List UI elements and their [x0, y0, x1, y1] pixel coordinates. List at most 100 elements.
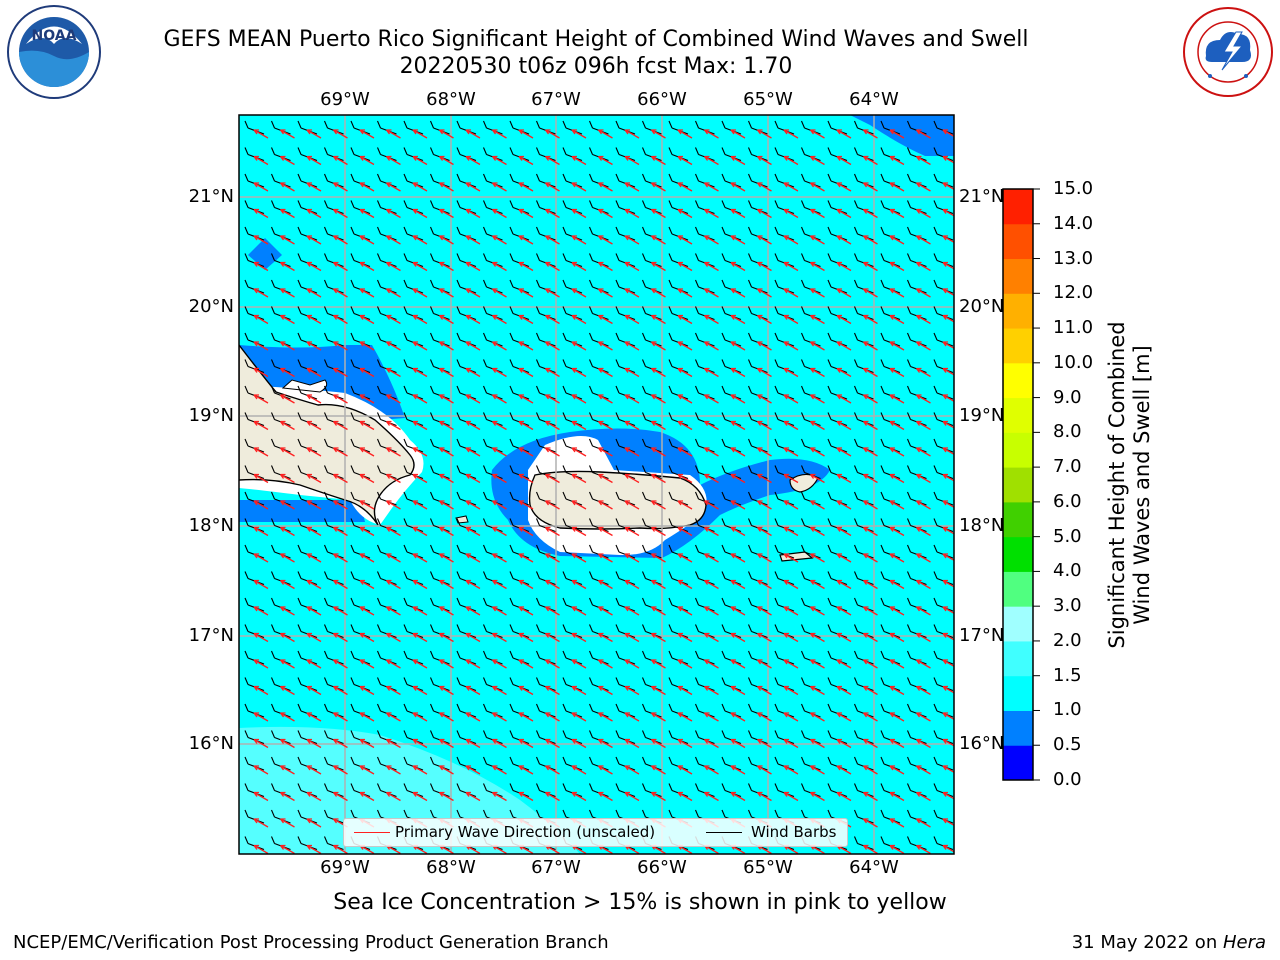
wave-direction-arrow — [279, 155, 295, 166]
wave-direction-arrow — [438, 341, 454, 351]
wave-direction-arrow — [597, 526, 613, 537]
wave-direction-arrow — [756, 155, 772, 166]
wave-direction-arrow — [491, 314, 507, 325]
wave-direction-arrow — [544, 182, 560, 192]
wave-direction-arrow — [915, 235, 931, 245]
wave-direction-arrow — [306, 473, 322, 484]
latitude-label-right: 17°N — [959, 625, 1005, 646]
wave-direction-arrow — [491, 208, 507, 219]
wave-direction-arrow — [862, 818, 878, 828]
wave-direction-arrow — [412, 685, 428, 696]
wave-direction-arrow — [306, 818, 322, 828]
colorbar-segment — [1003, 606, 1033, 642]
wave-direction-arrow — [518, 579, 534, 590]
wave-direction-arrow — [518, 659, 534, 669]
wave-direction-arrow — [438, 367, 454, 378]
colorbar-segment — [1003, 397, 1033, 433]
wave-direction-arrow — [915, 606, 931, 616]
longitude-label-top: 65°W — [743, 89, 793, 110]
wave-direction-arrow — [544, 500, 560, 510]
wave-direction-arrow — [730, 685, 746, 696]
wave-direction-arrow — [332, 447, 348, 457]
wave-direction-arrow — [385, 420, 401, 431]
wave-direction-arrow — [359, 155, 375, 166]
wave-direction-arrow — [279, 632, 295, 643]
wave-direction-arrow — [518, 155, 534, 166]
wave-direction-arrow — [332, 738, 348, 749]
wave-direction-arrow — [889, 473, 905, 484]
wave-direction-arrow — [624, 235, 640, 245]
colorbar-tick-label: 0.0 — [1053, 769, 1082, 790]
wave-direction-arrow — [703, 500, 719, 510]
wave-direction-arrow — [730, 526, 746, 537]
latitude-label-left: 20°N — [188, 296, 234, 317]
wave-direction-arrow — [862, 765, 878, 775]
wave-direction-arrow — [571, 447, 587, 457]
longitude-label-top: 67°W — [531, 89, 581, 110]
wave-direction-arrow — [809, 367, 825, 378]
wave-direction-arrow — [915, 129, 931, 139]
wave-direction-arrow — [412, 261, 428, 272]
wave-direction-arrow — [465, 235, 481, 245]
wave-direction-arrow — [412, 182, 428, 192]
wave-direction-arrow — [756, 129, 772, 139]
wave-direction-arrow — [889, 791, 905, 802]
wave-direction-arrow — [571, 500, 587, 510]
wave-direction-arrow — [809, 473, 825, 484]
wave-direction-arrow — [571, 606, 587, 616]
wave-direction-arrow — [385, 712, 401, 722]
wave-direction-arrow — [438, 791, 454, 802]
colorbar-tick-label: 6.0 — [1053, 490, 1082, 512]
wave-direction-arrow — [571, 526, 587, 537]
wave-direction-arrow — [730, 155, 746, 166]
colorbar-tick-label: 3.0 — [1053, 595, 1082, 617]
wave-direction-arrow — [306, 553, 322, 563]
wave-direction-arrow — [650, 288, 666, 298]
wave-direction-arrow — [359, 261, 375, 272]
wave-direction-arrow — [279, 659, 295, 669]
wave-direction-arrow — [465, 659, 481, 669]
wave-direction-arrow — [306, 606, 322, 616]
wave-direction-arrow — [491, 526, 507, 537]
wave-direction-arrow — [359, 288, 375, 298]
wave-direction-arrow — [756, 208, 772, 219]
wave-direction-arrow — [571, 288, 587, 298]
wave-direction-arrow — [915, 341, 931, 351]
wave-direction-arrow — [359, 553, 375, 563]
latitude-label-left: 19°N — [188, 405, 234, 426]
wave-direction-arrow — [862, 420, 878, 431]
wave-direction-arrow — [677, 579, 693, 590]
wave-direction-arrow — [942, 765, 954, 774]
wave-direction-arrow — [385, 606, 401, 616]
sea-ice-note-text: Sea Ice Concentration > 15% is shown in … — [333, 890, 947, 915]
colorbar-segment — [1003, 328, 1033, 364]
wave-direction-arrow — [359, 791, 375, 802]
wave-direction-arrow — [279, 818, 295, 828]
wave-direction-arrow — [253, 129, 269, 139]
longitude-label-top: 64°W — [849, 89, 899, 110]
wave-direction-arrow — [650, 261, 666, 272]
wave-direction-arrow — [915, 208, 931, 219]
wave-direction-arrow — [783, 632, 799, 643]
wave-direction-arrow — [703, 447, 719, 457]
wave-direction-arrow — [783, 473, 799, 484]
wave-direction-arrow — [544, 288, 560, 298]
wave-direction-arrow — [756, 314, 772, 325]
wave-direction-arrow — [438, 738, 454, 749]
wave-direction-arrow — [756, 394, 772, 404]
wave-direction-arrow — [862, 632, 878, 643]
wave-direction-arrow — [889, 553, 905, 563]
wave-direction-arrow — [306, 394, 322, 404]
wave-direction-arrow — [703, 367, 719, 378]
wave-direction-arrow — [730, 129, 746, 139]
wave-direction-arrow — [650, 500, 666, 510]
wave-direction-arrow — [279, 685, 295, 696]
wave-direction-arrow — [359, 473, 375, 484]
wave-direction-arrow — [836, 235, 852, 245]
wave-direction-arrow — [571, 314, 587, 325]
wave-direction-arrow — [756, 235, 772, 245]
wave-direction-arrow — [730, 420, 746, 431]
wave-direction-arrow — [783, 765, 799, 775]
wave-direction-arrow — [544, 712, 560, 722]
wave-direction-arrow — [438, 420, 454, 431]
